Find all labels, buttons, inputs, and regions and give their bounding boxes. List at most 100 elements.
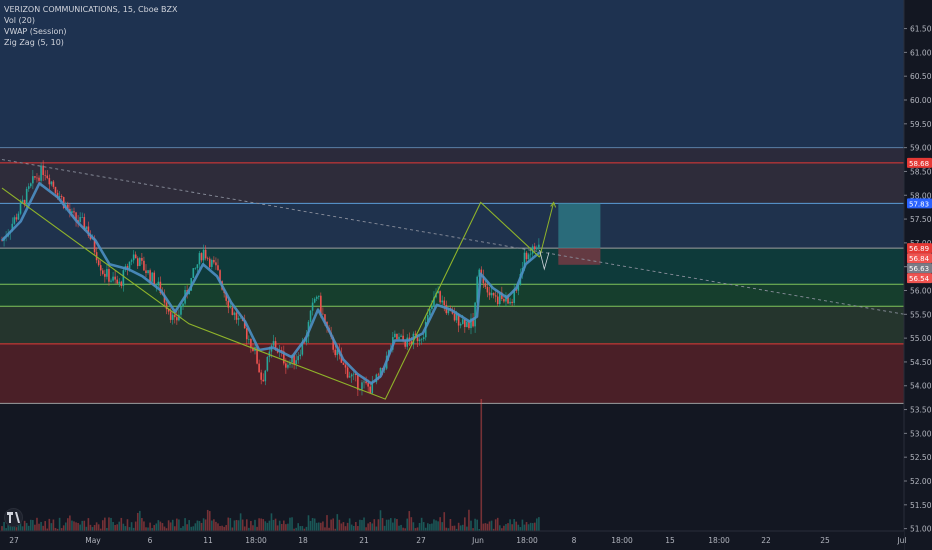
volume-bar	[272, 519, 275, 531]
time-tick-label: 6	[148, 536, 153, 545]
volume-bar	[367, 523, 369, 531]
candle-body	[97, 260, 100, 266]
time-tick-label: 21	[359, 536, 369, 545]
candle-body	[143, 260, 145, 271]
time-tick-label: Jul	[896, 536, 906, 545]
candle-body	[19, 202, 22, 214]
volume-bar	[134, 521, 137, 531]
candle-body	[27, 186, 30, 189]
volume-bar	[357, 526, 359, 531]
volume-bar	[40, 521, 42, 531]
volume-bar	[295, 527, 297, 531]
candle-body	[93, 238, 96, 253]
volume-bar	[11, 523, 14, 531]
volume-bar	[328, 527, 330, 531]
volume-bar	[252, 525, 254, 531]
candle-body	[182, 303, 184, 307]
volume-bar	[519, 527, 522, 531]
indicator-zigzag[interactable]: Zig Zag (5, 10)	[4, 38, 64, 47]
candle-body	[527, 254, 530, 260]
volume-bar	[307, 515, 310, 531]
volume-bar	[521, 519, 524, 531]
candle-body	[25, 188, 28, 205]
candle-body	[132, 254, 135, 261]
volume-bar	[402, 527, 404, 531]
candle-body	[213, 259, 215, 263]
candle-body	[406, 337, 409, 347]
volume-bar	[274, 518, 277, 531]
time-tick-label: 15	[665, 536, 675, 545]
instrument-title[interactable]: VERIZON COMMUNICATIONS, 15, Cboe BZX	[4, 5, 178, 14]
volume-bar	[71, 520, 73, 531]
volume-bar	[324, 527, 326, 531]
candle-body	[114, 276, 116, 280]
volume-bar	[27, 525, 30, 531]
volume-bar	[171, 519, 174, 531]
candle-body	[120, 281, 123, 286]
time-axis[interactable]: 27 May 6 11 18:00 18 21 27 Jun 18:00 8 18:00 15 18:00…	[0, 530, 907, 550]
price-tag-bg	[907, 273, 932, 284]
candle-body	[202, 249, 205, 261]
candle-body	[54, 186, 57, 193]
candle-body	[165, 302, 168, 310]
candle-body	[136, 258, 139, 267]
volume-bar	[416, 527, 419, 531]
volume-bar	[464, 517, 466, 531]
candle-body	[398, 336, 400, 340]
volume-bar	[81, 520, 84, 531]
indicator-vwap[interactable]: VWAP (Session)	[4, 27, 67, 36]
zigzag-path	[1, 187, 540, 400]
volume-bar	[254, 519, 256, 531]
long-position-box[interactable]	[558, 203, 601, 265]
volume-bar	[118, 521, 121, 531]
time-tick-label: 25	[820, 536, 830, 545]
volume-bar	[5, 528, 7, 531]
volume-bar	[243, 526, 246, 531]
candle-body	[208, 258, 211, 267]
volume-bar	[447, 528, 450, 531]
volume-bar	[410, 517, 413, 531]
vwap-path	[1, 182, 541, 385]
candle-body	[260, 372, 262, 380]
volume-bar	[202, 518, 205, 531]
time-tick-label: 11	[203, 536, 213, 545]
candle-body	[538, 244, 540, 248]
time-axis-bg	[0, 531, 904, 550]
volume-bar	[371, 523, 374, 531]
price-tick-label: 52.50	[910, 453, 932, 462]
volume-bar	[52, 519, 55, 531]
volume-bar	[219, 525, 221, 531]
volume-bar	[260, 518, 262, 531]
volume-bar	[25, 523, 28, 531]
candle-body	[317, 295, 320, 297]
volume-bar	[270, 513, 273, 531]
volume-bar	[431, 523, 433, 531]
tradingview-logo-icon[interactable]	[4, 508, 23, 527]
volume-bar	[190, 526, 193, 531]
volume-bar	[445, 527, 448, 531]
volume-bar	[287, 523, 289, 531]
volume-bar	[291, 517, 293, 531]
trend-line[interactable]	[1, 159, 919, 318]
volume-bar	[153, 525, 156, 531]
volume-bar	[340, 523, 343, 531]
volume-bar	[34, 524, 36, 531]
volume-bar	[422, 522, 425, 531]
volume-bar	[517, 524, 520, 531]
volume-bar	[126, 519, 129, 531]
candle-body	[176, 317, 178, 321]
volume-bar	[130, 522, 133, 531]
price-tick-label: 56.00	[910, 287, 932, 296]
candle-body	[484, 283, 487, 287]
indicator-volume[interactable]: Vol (20)	[4, 16, 35, 25]
volume-bar	[157, 520, 160, 531]
volume-bar	[200, 522, 203, 531]
time-tick-label: 18:00	[516, 536, 538, 545]
volume-bar	[406, 518, 409, 531]
volume-bar	[344, 526, 347, 531]
candle-body	[361, 382, 363, 390]
volume-bar	[36, 517, 38, 531]
candle-body	[490, 292, 493, 296]
time-tick-label: 22	[761, 536, 771, 545]
